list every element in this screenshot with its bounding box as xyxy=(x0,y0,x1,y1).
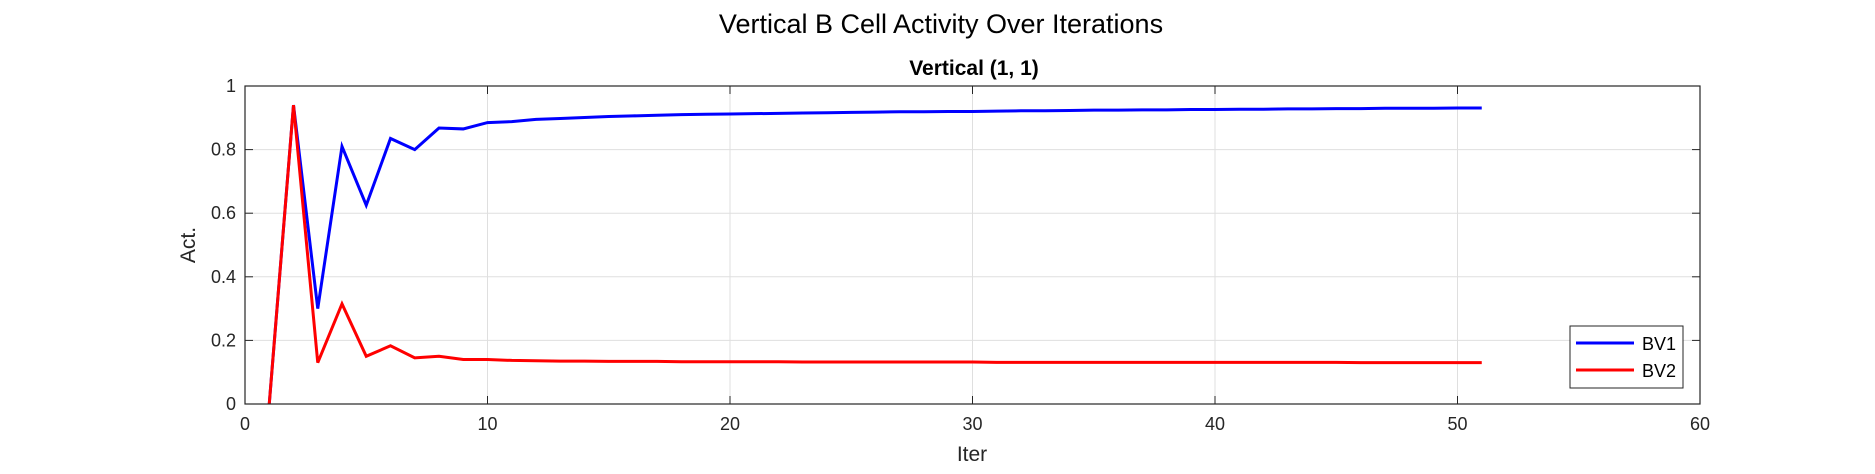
x-tick-label: 40 xyxy=(1205,414,1225,434)
y-tick-label: 0.6 xyxy=(211,203,236,223)
series-line-bv1 xyxy=(267,104,1482,405)
series-line-bv2 xyxy=(267,104,1482,405)
x-tick-label: 30 xyxy=(962,414,982,434)
figure-suptitle: Vertical B Cell Activity Over Iterations xyxy=(719,9,1163,39)
y-tick-label: 0.8 xyxy=(211,140,236,160)
legend-label-bv1: BV1 xyxy=(1642,334,1676,354)
ticks: 0 10 20 30 40 50 60 0 0.2 0.4 0.6 0.8 1 xyxy=(211,76,1710,434)
legend-label-bv2: BV2 xyxy=(1642,361,1676,381)
x-tick-label: 20 xyxy=(720,414,740,434)
axes-title: Vertical (1, 1) xyxy=(909,57,1039,80)
x-tick-label: 60 xyxy=(1690,414,1710,434)
y-tick-label: 0 xyxy=(226,394,236,414)
y-axis-label: Act. xyxy=(177,227,200,263)
y-tick-label: 0.2 xyxy=(211,330,236,350)
series-group xyxy=(267,104,1482,405)
legend: BV1 BV2 xyxy=(1569,325,1684,389)
y-tick-label: 0.4 xyxy=(211,267,236,287)
x-tick-label: 10 xyxy=(477,414,497,434)
x-axis-label: Iter xyxy=(957,443,987,466)
legend-box xyxy=(1569,325,1684,389)
y-tick-label: 1 xyxy=(226,76,236,96)
x-tick-label: 0 xyxy=(240,414,250,434)
x-tick-label: 50 xyxy=(1447,414,1467,434)
